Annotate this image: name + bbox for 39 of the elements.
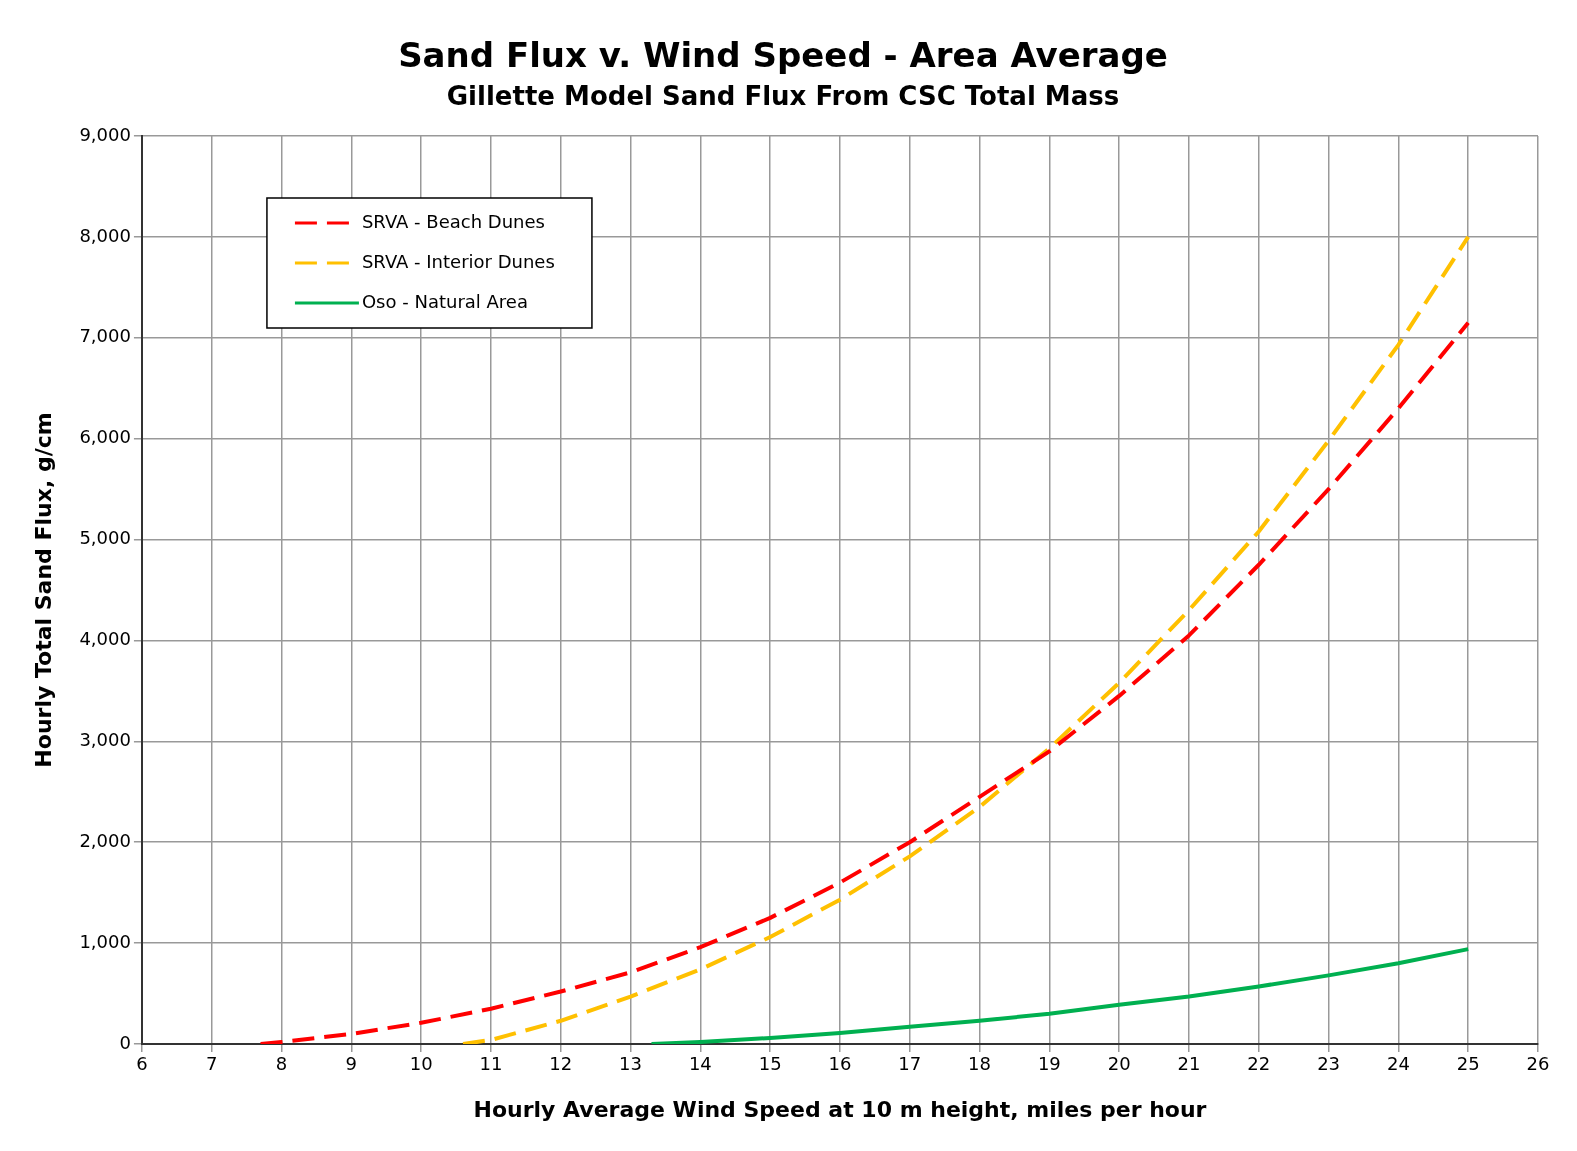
x-tick-label: 21	[1177, 1053, 1201, 1075]
legend-label: Oso - Natural Area	[361, 290, 528, 312]
y-tick-label: 1,000	[79, 930, 131, 952]
x-tick-label: 17	[898, 1053, 922, 1075]
x-tick-label: 26	[1526, 1053, 1550, 1075]
x-tick-label: 10	[409, 1053, 433, 1075]
y-axis-title: Hourly Total Sand Flux, g/cm	[30, 412, 56, 768]
y-tick-label: 0	[119, 1031, 131, 1053]
line-series	[258, 320, 1471, 1044]
x-tick-label: 14	[688, 1053, 712, 1075]
x-tick-label: 23	[1317, 1053, 1341, 1075]
x-axis-title: Hourly Average Wind Speed at 10 m height, miles per hour	[473, 1096, 1207, 1122]
x-tick-label: 7	[206, 1053, 218, 1075]
legend-label: SRVA - Interior Dunes	[361, 250, 555, 272]
x-tick-label: 15	[758, 1053, 782, 1075]
y-tick-label: 7,000	[79, 325, 131, 347]
x-tick-label: 22	[1247, 1053, 1271, 1075]
x-tick-label: 6	[136, 1053, 148, 1075]
y-tick-label: 6,000	[79, 426, 131, 448]
chart-title: Sand Flux v. Wind Speed - Area Average	[398, 35, 1168, 76]
y-tick-label: 8,000	[79, 224, 131, 246]
x-tick-label: 16	[828, 1053, 852, 1075]
y-tick-label: 2,000	[79, 829, 131, 851]
x-tick-label: 18	[968, 1053, 992, 1075]
x-tick-label: 24	[1386, 1053, 1410, 1075]
y-tick-label: 9,000	[79, 123, 131, 145]
x-tick-label: 11	[479, 1053, 503, 1075]
y-tick-label: 4,000	[79, 628, 131, 650]
x-tick-label: 19	[1037, 1053, 1061, 1075]
chart-subtitle: Gillette Model Sand Flux From CSC Total Mass	[446, 81, 1120, 112]
x-tick-label: 9	[345, 1053, 358, 1075]
x-tick-label: 25	[1456, 1053, 1480, 1075]
y-tick-label: 3,000	[79, 729, 131, 751]
legend-label: SRVA - Beach Dunes	[361, 210, 545, 232]
x-tick-label: 13	[619, 1053, 643, 1075]
x-tick-label: 20	[1107, 1053, 1131, 1075]
x-tick-label: 8	[275, 1053, 288, 1075]
x-tick-label: 12	[549, 1053, 573, 1075]
y-tick-label: 5,000	[79, 527, 131, 549]
